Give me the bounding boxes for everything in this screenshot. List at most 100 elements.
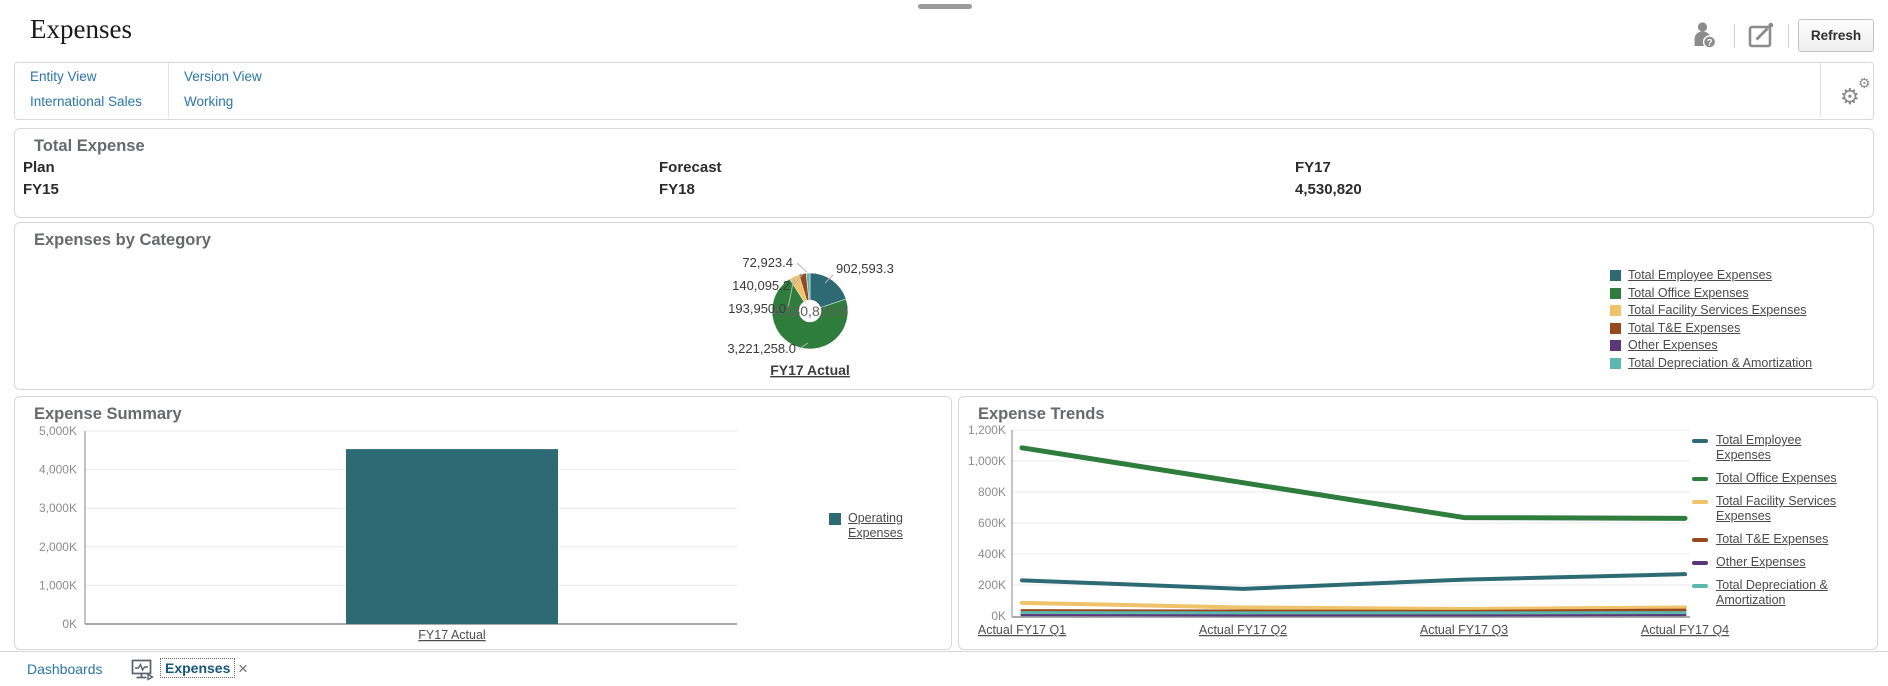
legend-item-0[interactable]: Total Employee Expenses (1692, 433, 1852, 463)
legend-item-2[interactable]: Total Facility Services Expenses (1692, 494, 1852, 524)
pov-settings-button[interactable]: ⚙ ⚙ (1834, 76, 1878, 116)
legend-item-4[interactable]: Other Expenses (1692, 555, 1852, 570)
gear-small-icon: ⚙ (1858, 75, 1871, 91)
legend-label: Total Depreciation & Amortization (1716, 578, 1828, 607)
pov-entity-view-link[interactable]: Entity View (30, 69, 97, 84)
pov-version-view-link[interactable]: Version View (184, 69, 262, 84)
legend-label: Other Expenses (1628, 338, 1718, 353)
page-title: Expenses (30, 14, 132, 44)
trend-line-3[interactable] (1020, 608, 1687, 613)
y-tick-label: 5,000K (39, 424, 77, 438)
expenses-by-category-panel: Expenses by Category (14, 222, 1874, 390)
total-expense-col-forecast: Forecast FY18 (659, 159, 722, 198)
edit-dashboard-button[interactable] (1746, 21, 1775, 50)
trend-line-1[interactable] (1019, 445, 1688, 521)
legend-item-3[interactable]: Total T&E Expenses (1610, 321, 1812, 336)
legend-label: Operating Expenses (848, 511, 903, 540)
legend-swatch (1610, 357, 1621, 369)
y-tick-label: 0K (62, 617, 77, 631)
pov-bar (14, 62, 1874, 120)
total-expense-col-fy17: FY17 4,530,820 (1295, 159, 1362, 198)
x-category-label-link[interactable]: Actual FY17 Q2 (1199, 623, 1287, 637)
pov-divider (1820, 63, 1821, 117)
header-separator (1788, 24, 1789, 48)
y-tick-label: 1,200K (968, 423, 1006, 437)
x-category-label-link[interactable]: Actual FY17 Q3 (1420, 623, 1508, 637)
pie-slice-0[interactable] (809, 272, 847, 308)
legend-item-0[interactable]: Total Employee Expenses (1610, 268, 1812, 283)
legend-line-swatch (1692, 584, 1708, 588)
legend-swatch (1610, 270, 1621, 281)
pie-label-leader (787, 277, 795, 309)
legend-label: Total T&E Expenses (1716, 532, 1829, 546)
pie-legend: Total Employee Expenses Total Office Expe… (1610, 268, 1812, 374)
summary-bar-chart: 5,000K 4,000K 3,000K 2,000K 1,000K 0K FY17 Act… (39, 424, 737, 642)
col-label: Forecast (659, 159, 722, 176)
legend-item-2[interactable]: Total Facility Services Expenses (1610, 303, 1812, 318)
legend-line-swatch (1692, 477, 1708, 481)
header-separator (1734, 24, 1735, 48)
tab-expenses-active[interactable]: Expenses (160, 658, 236, 678)
pie-value-label: 902,593.3 (836, 261, 894, 276)
y-tick-label: 4,000K (39, 463, 77, 477)
legend-item-0[interactable]: Operating Expenses (829, 511, 915, 541)
y-tick-label: 0K (991, 609, 1006, 623)
edit-icon (1748, 22, 1774, 48)
legend-line-swatch (1692, 500, 1708, 504)
pie-slice-5[interactable] (805, 272, 811, 301)
pie-label-leader (796, 262, 808, 273)
legend-item-1[interactable]: Total Office Expenses (1610, 286, 1812, 301)
refresh-button[interactable]: Refresh (1798, 19, 1874, 52)
col-value: FY18 (659, 181, 695, 198)
tab-dashboards[interactable]: Dashboards (27, 661, 103, 677)
legend-label: Total Employee Expenses (1628, 268, 1772, 282)
legend-item-1[interactable]: Total Office Expenses (1692, 471, 1852, 486)
legend-swatch (1610, 287, 1621, 299)
legend-swatch (1610, 322, 1621, 334)
legend-item-5[interactable]: Total Depreciation & Amortization (1692, 578, 1852, 608)
bottom-tab-bar: Dashboards Expenses × (0, 651, 1888, 686)
bar-fy17-actual[interactable] (346, 449, 558, 624)
legend-label: Total Employee Expenses (1716, 433, 1802, 462)
legend-swatch (829, 513, 841, 525)
legend-line-swatch (1692, 439, 1708, 443)
close-icon[interactable]: × (238, 659, 248, 678)
collapse-handle[interactable] (918, 4, 972, 9)
pov-entity-value-link[interactable]: International Sales (30, 94, 142, 109)
y-tick-label: 2,000K (39, 540, 77, 554)
pie-value-label: 72,923.4 (742, 255, 793, 270)
legend-item-4[interactable]: Other Expenses (1610, 338, 1812, 353)
gear-icon: ⚙ (1840, 84, 1860, 109)
col-label: FY17 (1295, 159, 1331, 176)
x-category-label-link[interactable]: Actual FY17 Q1 (978, 623, 1066, 637)
legend-label: Total Depreciation & Amortization (1628, 355, 1813, 370)
y-tick-label: 200K (978, 578, 1006, 592)
total-expense-panel: Total Expense Plan FY15 Forecast FY18 FY… (14, 128, 1874, 218)
total-expense-col-plan: Plan FY15 (23, 159, 59, 198)
col-value: FY15 (23, 181, 59, 198)
pie-label-leader (791, 273, 804, 287)
total-expense-heading: Total Expense (34, 137, 145, 155)
trend-line-2[interactable] (1020, 600, 1687, 612)
x-category-label-link[interactable]: FY17 Actual (418, 628, 485, 642)
trend-line-0[interactable] (1020, 572, 1687, 591)
pie-label-leader (798, 342, 809, 350)
pie-value-label: 193,950.0 (728, 301, 786, 316)
pie-axis-title-link[interactable]: FY17 Actual (770, 362, 850, 378)
expenses-by-category-heading: Expenses by Category (34, 231, 211, 249)
legend-line-swatch (1692, 561, 1708, 565)
dashboard-tab-icon (131, 659, 155, 686)
pie-label-leader (824, 274, 834, 284)
x-category-label-link[interactable]: Actual FY17 Q4 (1641, 623, 1729, 637)
user-help-button[interactable]: ? (1692, 21, 1718, 49)
legend-label: Other Expenses (1716, 555, 1806, 569)
y-tick-label: 1,000K (39, 578, 77, 592)
col-label: Plan (23, 159, 55, 176)
legend-item-5[interactable]: Total Depreciation & Amortization (1610, 356, 1812, 371)
pie-slice-1[interactable] (771, 278, 849, 350)
pov-version-value-link[interactable]: Working (184, 94, 234, 109)
legend-item-3[interactable]: Total T&E Expenses (1692, 532, 1852, 547)
expense-trends-heading: Expense Trends (978, 405, 1105, 423)
category-pie-chart: 902,593.3 3,221,258.0 193,950.0 140,095.2 72… (727, 255, 894, 378)
